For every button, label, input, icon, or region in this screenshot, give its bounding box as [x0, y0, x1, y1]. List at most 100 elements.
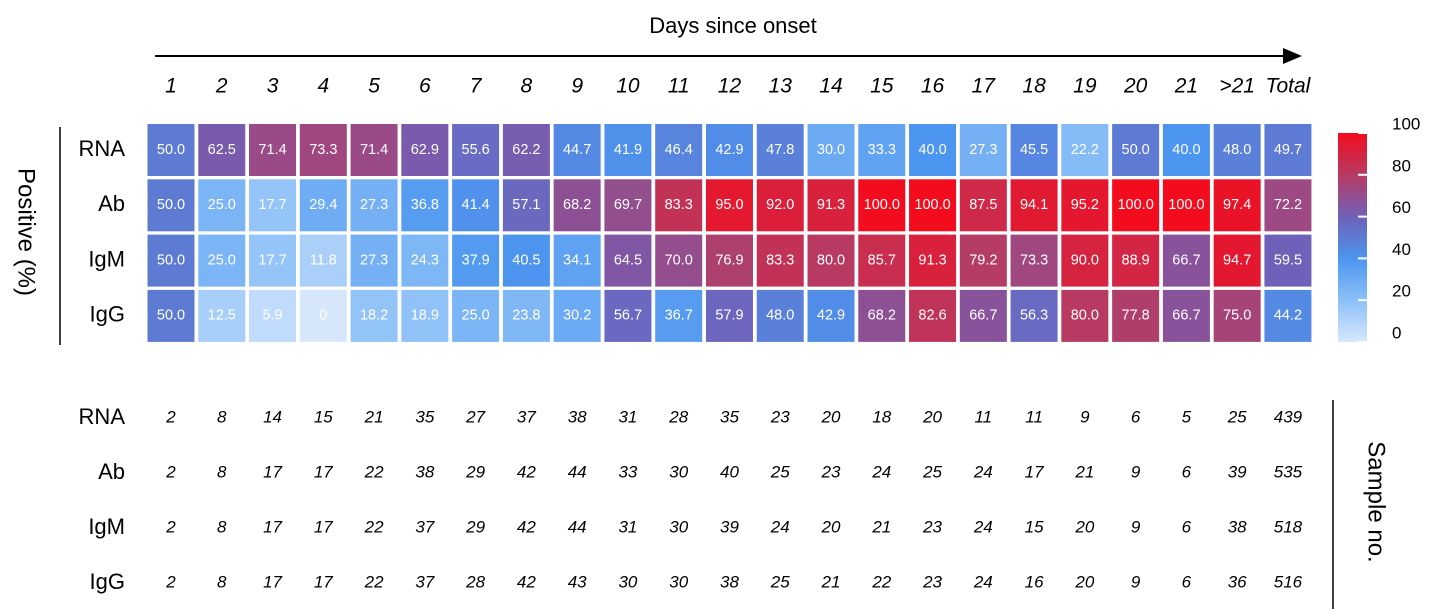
cell-label: 73.3: [309, 142, 337, 158]
cell-label: 25.0: [208, 197, 236, 213]
count-value: 17: [263, 462, 282, 481]
count-value: 15: [314, 407, 333, 426]
column-label: 13: [769, 75, 793, 98]
cell-label: 50.0: [157, 308, 185, 324]
count-row-label: IgG: [90, 569, 125, 594]
heatmap-cell: [655, 179, 703, 232]
count-value: 9: [1080, 407, 1090, 426]
cell-label: 40.5: [512, 252, 540, 268]
heatmap-cell: [401, 234, 449, 287]
row-label: Ab: [98, 191, 125, 216]
cell-label: 36.7: [665, 308, 693, 324]
heatmap-cell: [807, 234, 855, 287]
count-value: 17: [314, 572, 333, 591]
cell-label: 91.3: [817, 197, 845, 213]
colorbar-tick-label: 20: [1392, 282, 1411, 301]
count-value: 38: [568, 407, 587, 426]
count-value: 44: [568, 517, 587, 536]
count-value: 22: [871, 572, 891, 591]
cell-label: 27.3: [360, 252, 388, 268]
count-value: 36: [1228, 572, 1247, 591]
cell-label: 50.0: [1122, 142, 1150, 158]
count-value: 42: [517, 462, 536, 481]
count-value: 38: [720, 572, 739, 591]
heatmap-cell: [1010, 289, 1058, 342]
cell-label: 36.8: [411, 197, 439, 213]
count-value: 22: [364, 572, 384, 591]
heatmap-cell: [350, 234, 398, 287]
count-value: 20: [1074, 517, 1094, 536]
count-value: 9: [1131, 462, 1141, 481]
cell-label: 0: [319, 308, 327, 324]
heatmap-cell: [198, 179, 246, 232]
cell-label: 85.7: [868, 252, 896, 268]
colorbar-tick-label: 80: [1392, 156, 1411, 175]
heatmap-cell: [299, 179, 347, 232]
cell-label: 95.0: [715, 197, 743, 213]
count-value: 38: [1228, 517, 1247, 536]
count-value: 23: [922, 517, 942, 536]
count-value: 6: [1182, 572, 1192, 591]
heatmap-cell: [401, 124, 449, 176]
heatmap-cell: [959, 179, 1007, 232]
column-label: 14: [819, 75, 842, 98]
cell-label: 12.5: [208, 308, 236, 324]
count-value: 16: [1025, 572, 1044, 591]
count-value: 29: [465, 462, 485, 481]
count-value: 8: [217, 462, 227, 481]
row-label: IgM: [88, 246, 125, 271]
count-value: 20: [821, 407, 841, 426]
count-value: 21: [1074, 462, 1094, 481]
heatmap-cell: [959, 234, 1007, 287]
cell-label: 83.3: [665, 197, 693, 213]
count-value: 516: [1274, 572, 1303, 591]
count-value: 9: [1131, 572, 1141, 591]
count-value: 17: [314, 462, 333, 481]
cell-label: 68.2: [563, 197, 591, 213]
arrow-head: [1283, 48, 1302, 64]
heatmap-cell: [909, 179, 957, 232]
cell-label: 95.2: [1071, 197, 1099, 213]
cell-label: 17.7: [258, 197, 286, 213]
cell-label: 59.5: [1274, 252, 1302, 268]
count-value: 23: [821, 462, 841, 481]
heatmap-cell: [807, 289, 855, 342]
cell-label: 94.7: [1223, 252, 1251, 268]
heatmap-cell: [553, 234, 601, 287]
cell-label: 70.0: [665, 252, 693, 268]
heatmap-cell: [655, 234, 703, 287]
cell-label: 76.9: [715, 252, 743, 268]
cell-label: 27.3: [360, 197, 388, 213]
count-row-label: IgM: [88, 514, 125, 539]
colorbar-tick-label: 60: [1392, 198, 1411, 217]
heatmap-cell: [249, 179, 297, 232]
heatmap-cell: [198, 234, 246, 287]
cell-label: 56.3: [1020, 308, 1048, 324]
cell-label: 83.3: [766, 252, 794, 268]
row-label: IgG: [90, 302, 125, 327]
heatmap-cell: [502, 124, 550, 176]
chart-title: Days since onset: [649, 13, 817, 38]
heatmap-cell: [553, 179, 601, 232]
cell-label: 80.0: [1071, 308, 1099, 324]
column-label: 5: [368, 75, 380, 98]
heatmap-cell: [858, 289, 906, 342]
heatmap-cell: [1213, 289, 1261, 342]
count-value: 20: [922, 407, 942, 426]
cell-label: 27.3: [969, 142, 997, 158]
heatmap-cell: [147, 179, 195, 232]
count-value: 33: [618, 462, 637, 481]
heatmap-cell: [1061, 289, 1109, 342]
cell-label: 18.2: [360, 308, 388, 324]
count-value: 35: [415, 407, 434, 426]
count-value: 30: [669, 462, 688, 481]
count-value: 2: [165, 517, 176, 536]
count-value: 24: [973, 517, 993, 536]
cell-label: 44.7: [563, 142, 591, 158]
column-label: 3: [267, 75, 279, 98]
count-value: 20: [821, 517, 841, 536]
count-value: 21: [821, 572, 841, 591]
heatmap-cell: [604, 124, 652, 176]
heatmap-cell: [705, 179, 753, 232]
count-value: 20: [1074, 572, 1094, 591]
